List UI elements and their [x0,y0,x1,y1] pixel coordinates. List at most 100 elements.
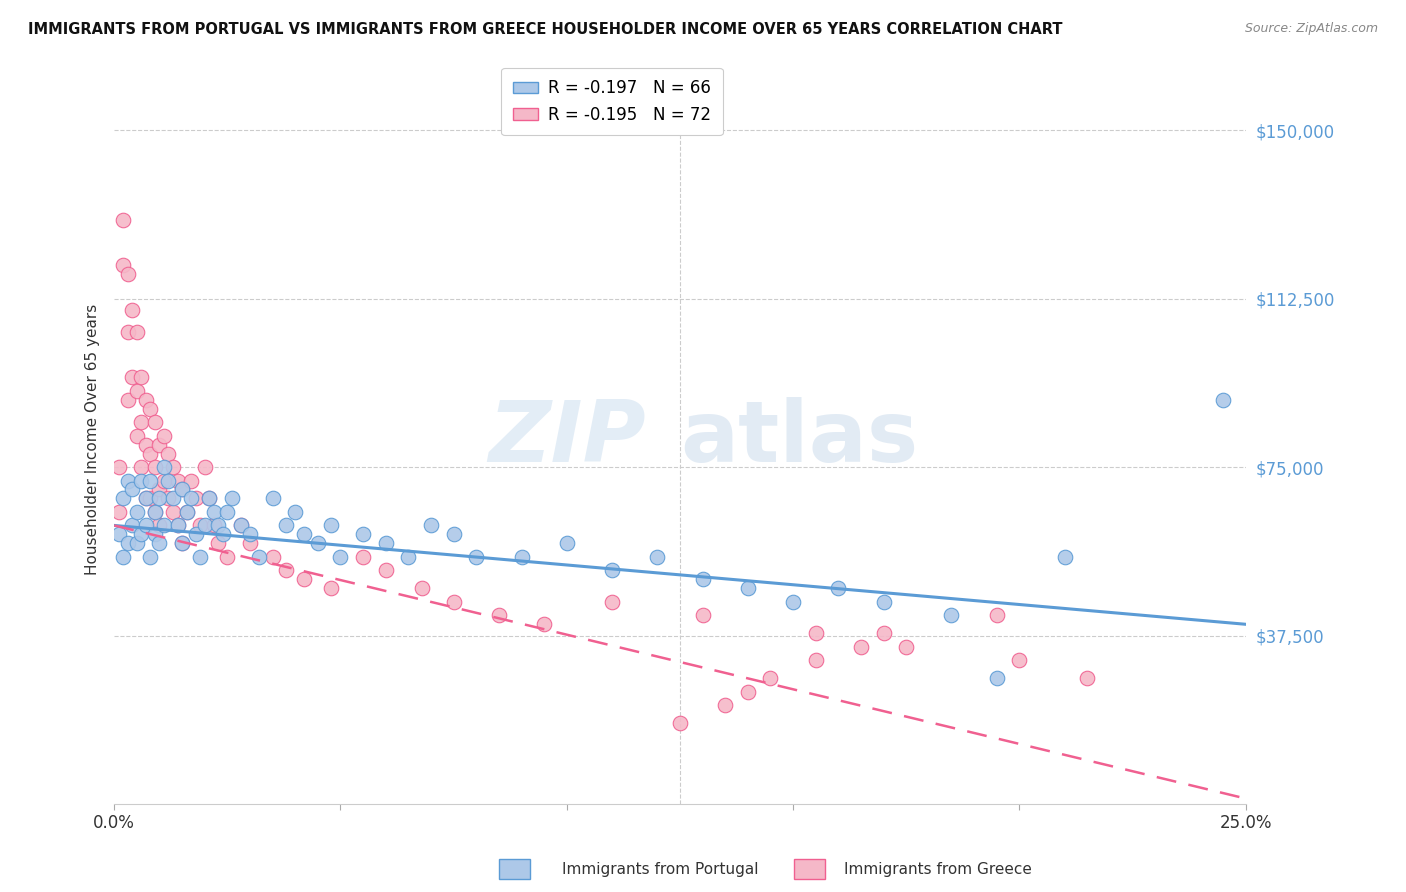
Point [125,384,148,398]
Point [396,549,419,564]
Point [229,518,252,533]
Point [148,518,170,533]
Point [162,505,184,519]
Point [352,549,374,564]
Point [153,428,176,442]
Point [443,595,465,609]
Point [759,671,782,685]
Point [131,415,153,429]
Point [1212,392,1234,407]
Point [157,446,180,460]
Point [112,258,135,272]
Point [645,549,668,564]
Point [125,505,148,519]
Point [827,582,849,596]
Point [121,302,143,317]
Point [262,491,284,506]
Point [307,536,329,550]
Point [692,608,714,623]
Point [148,437,170,451]
Point [135,518,157,533]
Point [117,392,139,407]
Point [153,460,176,475]
Point [276,518,298,533]
Point [172,483,194,497]
Y-axis label: Householder Income Over 65 years: Householder Income Over 65 years [86,303,100,574]
Point [117,474,139,488]
Point [180,491,202,506]
Text: Immigrants from Greece: Immigrants from Greece [844,863,1032,877]
Point [714,698,737,713]
Point [737,684,759,698]
Point [804,653,827,667]
Point [600,563,623,577]
Text: atlas: atlas [681,398,918,481]
Point [117,325,139,339]
Point [125,428,148,442]
Point [488,608,510,623]
Point [284,505,307,519]
Point [217,549,239,564]
Point [1053,549,1076,564]
Point [131,460,153,475]
Point [166,518,188,533]
Point [533,617,555,632]
Point [107,505,129,519]
Point [321,582,343,596]
Point [207,518,229,533]
Point [352,527,374,541]
Point [374,536,396,550]
Point [153,518,176,533]
Point [162,460,184,475]
Point [143,527,166,541]
Point [166,518,188,533]
Point [202,518,225,533]
Point [1076,671,1098,685]
Point [198,491,221,506]
Point [669,716,692,731]
Point [194,518,217,533]
Point [176,505,198,519]
Point [872,626,894,640]
Point [176,505,198,519]
Point [107,460,129,475]
Point [207,536,229,550]
Point [600,595,623,609]
Legend: R = -0.197   N = 66, R = -0.195   N = 72: R = -0.197 N = 66, R = -0.195 N = 72 [502,68,723,136]
Point [117,267,139,281]
Point [139,474,162,488]
Point [292,572,315,586]
Point [125,536,148,550]
Point [198,491,221,506]
Point [374,563,396,577]
Point [411,582,433,596]
Point [131,527,153,541]
Point [188,549,211,564]
Point [148,536,170,550]
Point [443,527,465,541]
Point [239,536,262,550]
Point [121,370,143,384]
Point [157,474,180,488]
Point [125,325,148,339]
Point [872,595,894,609]
Point [172,536,194,550]
Point [112,549,135,564]
Point [986,671,1008,685]
Point [510,549,533,564]
Point [131,474,153,488]
Text: IMMIGRANTS FROM PORTUGAL VS IMMIGRANTS FROM GREECE HOUSEHOLDER INCOME OVER 65 YE: IMMIGRANTS FROM PORTUGAL VS IMMIGRANTS F… [28,22,1063,37]
Point [143,460,166,475]
Point [692,572,714,586]
Point [143,505,166,519]
Point [329,549,352,564]
Point [229,518,252,533]
Point [211,527,233,541]
Point [157,491,180,506]
Point [321,518,343,533]
Point [202,505,225,519]
Point [247,549,270,564]
Point [166,474,188,488]
Point [139,549,162,564]
Text: ZIP: ZIP [488,398,645,481]
